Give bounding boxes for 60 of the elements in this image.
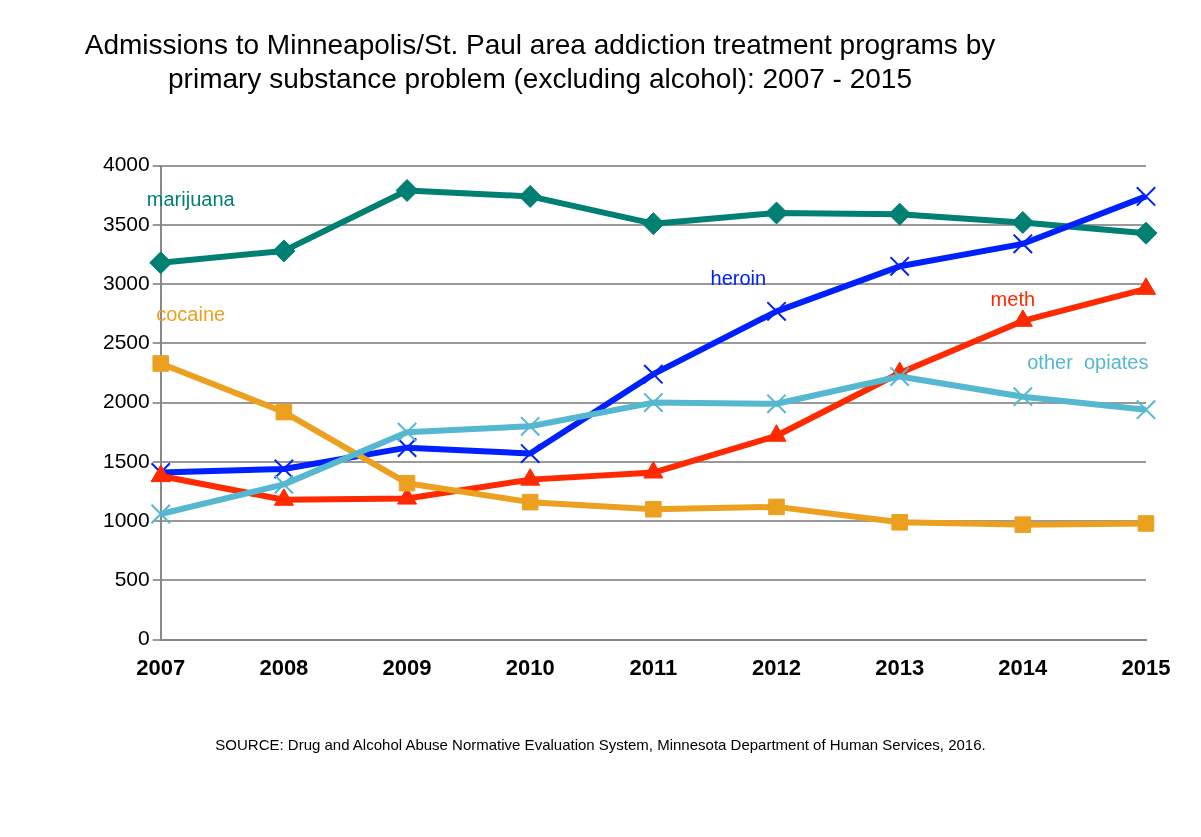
y-tick-label: 3000 (103, 270, 150, 294)
y-tick-label: 1500 (103, 448, 150, 472)
point (520, 443, 541, 464)
point (768, 498, 785, 516)
point (398, 474, 416, 492)
point (889, 366, 910, 387)
point (766, 301, 787, 322)
x-tick-label: 2008 (259, 654, 309, 680)
point (396, 422, 418, 443)
point (889, 256, 910, 277)
point (766, 393, 787, 414)
y-tick-label: 1000 (103, 507, 150, 531)
chart-title: Admissions to Minneapolis/St. Paul area addiction treatment programs by primary substance problem (excluding alcohol): 2007 - 2015 (83, 28, 997, 96)
point (1135, 399, 1157, 420)
point (520, 416, 541, 437)
y-tick-label: 4000 (103, 152, 150, 176)
x-tick-label: 2014 (998, 654, 1049, 680)
point (888, 202, 912, 226)
text: marijuana (146, 188, 236, 211)
y-tick-label: 2500 (103, 330, 150, 354)
x-tick-label: 2015 (1121, 654, 1171, 680)
point (1012, 233, 1034, 254)
x-tick-label: 2012 (752, 654, 801, 680)
series-label: other opiates (1027, 351, 1149, 374)
point (1137, 515, 1155, 532)
series-label: meth (990, 288, 1036, 311)
point (518, 184, 542, 208)
point (396, 437, 418, 458)
x-tick-label: 2013 (875, 654, 925, 680)
point (273, 458, 295, 480)
source-note: SOURCE: Drug and Alcohol Abuse Normative Evaluation System, Minnesota Department of Human Services, 2016. (214, 736, 987, 753)
y-tick-label: 500 (114, 567, 150, 591)
point (150, 503, 171, 525)
point (1134, 221, 1158, 245)
point (1011, 210, 1035, 234)
x-tick-label: 2007 (136, 654, 186, 680)
point (891, 514, 908, 531)
x-tick-label: 2011 (629, 654, 678, 680)
point (275, 403, 293, 421)
point (272, 239, 296, 263)
series-label: cocaine (156, 303, 226, 326)
point (1012, 386, 1034, 407)
y-tick-label: 3500 (103, 211, 150, 235)
series-label: heroin (710, 266, 767, 289)
point (643, 363, 664, 385)
point (395, 178, 419, 202)
point (641, 212, 665, 236)
point (645, 500, 662, 518)
point (1014, 516, 1032, 533)
point (643, 392, 664, 413)
point (521, 493, 539, 511)
y-tick-label: 0 (138, 626, 150, 650)
x-tick-label: 2010 (505, 654, 555, 680)
point (273, 474, 295, 495)
point (765, 201, 789, 225)
x-tick-label: 2009 (382, 654, 432, 680)
point (149, 251, 173, 275)
y-tick-label: 2000 (103, 389, 150, 413)
point (1135, 186, 1157, 207)
point (152, 355, 169, 372)
